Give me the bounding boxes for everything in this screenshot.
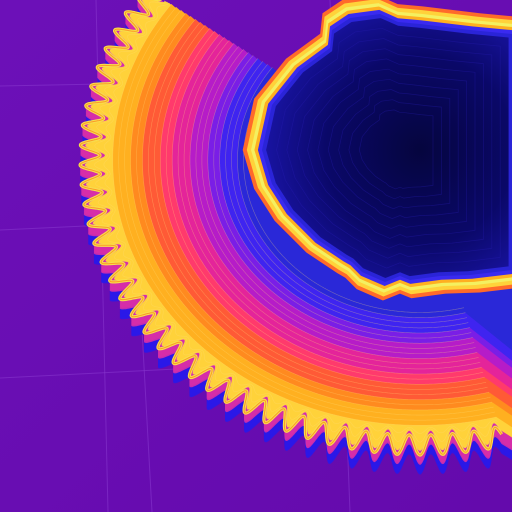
- layer-ring-edge: [142, 18, 490, 400]
- bore-layer-line: [307, 58, 476, 239]
- tooth-outline-inner: [79, 0, 503, 456]
- bore-layer-line: [296, 48, 484, 249]
- layer-ring-edge: [154, 24, 487, 390]
- layer-ring-edge: [237, 67, 466, 318]
- layer-ring-edge: [84, 0, 501, 451]
- grid-line: [141, 329, 153, 512]
- layer-ring-edge: [103, 2, 498, 434]
- layer-ring-edge: [112, 3, 497, 426]
- layer-ring-edge: [225, 61, 469, 329]
- layer-ring-edge: [201, 49, 475, 349]
- bore-layer-line: [286, 38, 493, 259]
- bore-layer-line: [327, 78, 459, 219]
- bore-hole: [266, 18, 509, 278]
- layer-ring-edge: [207, 52, 473, 344]
- layer-ring-edge: [195, 46, 476, 354]
- layer-ring-edge: [243, 70, 464, 313]
- layer-ring-edge: [213, 55, 472, 339]
- layer-ring-edge: [118, 6, 495, 421]
- bore-layer-line: [338, 89, 451, 210]
- layer-ring-edge: [219, 58, 470, 334]
- gear-teeth: [78, 0, 503, 457]
- bore-layer-line: [358, 109, 434, 190]
- bore-layer-line: [276, 27, 501, 269]
- layer-ring-edge: [231, 64, 467, 323]
- layer-ring-edge: [136, 15, 491, 406]
- bore-layer-line: [317, 68, 467, 229]
- layer-ring-edge: [124, 9, 494, 416]
- layer-ring-edge: [148, 21, 488, 395]
- layer-ring-edge: [160, 27, 485, 385]
- layer-ring-edge: [189, 43, 478, 359]
- layer-ring-edge: [165, 30, 484, 380]
- gear-bore: [242, 0, 512, 301]
- layer-ring-edge: [130, 12, 493, 411]
- bore-layer-line: [348, 99, 442, 200]
- layer-ring-edge: [177, 37, 481, 370]
- layer-ring-edge: [183, 40, 479, 365]
- layer-ring-edge: [94, 1, 500, 443]
- layer-ring-edge: [171, 33, 482, 375]
